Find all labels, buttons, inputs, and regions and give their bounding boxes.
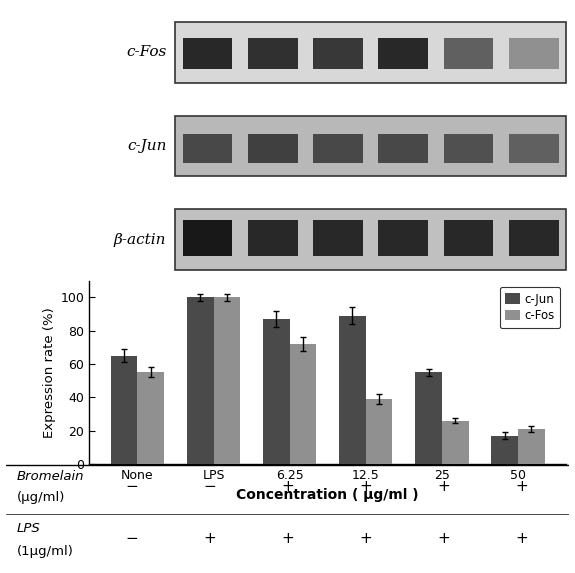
Bar — [248, 134, 297, 163]
Text: −: − — [204, 480, 216, 494]
Text: (1μg/ml): (1μg/ml) — [17, 545, 74, 558]
Text: −: − — [126, 480, 139, 494]
Bar — [415, 372, 442, 464]
Text: c-Fos: c-Fos — [126, 45, 166, 60]
Text: +: + — [282, 531, 294, 546]
Bar — [518, 429, 545, 464]
Bar — [492, 436, 518, 464]
Text: c-Jun: c-Jun — [127, 139, 166, 153]
Text: +: + — [359, 531, 372, 546]
Bar — [248, 220, 297, 257]
Text: +: + — [515, 480, 528, 494]
Text: −: − — [126, 531, 139, 546]
Bar — [313, 38, 363, 69]
Bar — [175, 22, 566, 83]
Bar — [378, 38, 428, 69]
Text: LPS: LPS — [17, 521, 41, 535]
Text: +: + — [515, 531, 528, 546]
X-axis label: Concentration ( μg/ml ): Concentration ( μg/ml ) — [236, 488, 419, 501]
Bar — [248, 38, 297, 69]
Text: +: + — [359, 480, 372, 494]
Bar — [444, 134, 493, 163]
Bar — [111, 356, 137, 464]
Bar — [442, 421, 469, 464]
Bar — [509, 134, 558, 163]
Y-axis label: Expression rate (%): Expression rate (%) — [43, 307, 56, 438]
Text: (μg/ml): (μg/ml) — [17, 490, 66, 504]
Bar — [183, 220, 232, 257]
Bar — [339, 316, 366, 464]
Bar — [444, 220, 493, 257]
Text: β-actin: β-actin — [114, 233, 166, 246]
Bar — [444, 38, 493, 69]
Bar — [366, 399, 393, 464]
Text: +: + — [204, 531, 216, 546]
Bar — [378, 220, 428, 257]
Text: +: + — [438, 531, 450, 546]
Text: Bromelain: Bromelain — [17, 470, 85, 483]
Text: +: + — [438, 480, 450, 494]
Bar — [290, 344, 316, 464]
Bar — [187, 297, 213, 464]
Legend: c-Jun, c-Fos: c-Jun, c-Fos — [500, 286, 561, 328]
Bar — [509, 38, 558, 69]
Bar — [213, 297, 240, 464]
Bar — [137, 372, 164, 464]
Bar — [183, 38, 232, 69]
Bar — [175, 116, 566, 176]
Bar — [313, 220, 363, 257]
Bar — [183, 134, 232, 163]
Bar — [509, 220, 558, 257]
Bar — [313, 134, 363, 163]
Bar — [175, 209, 566, 270]
Bar — [263, 319, 290, 464]
Text: +: + — [282, 480, 294, 494]
Bar — [378, 134, 428, 163]
